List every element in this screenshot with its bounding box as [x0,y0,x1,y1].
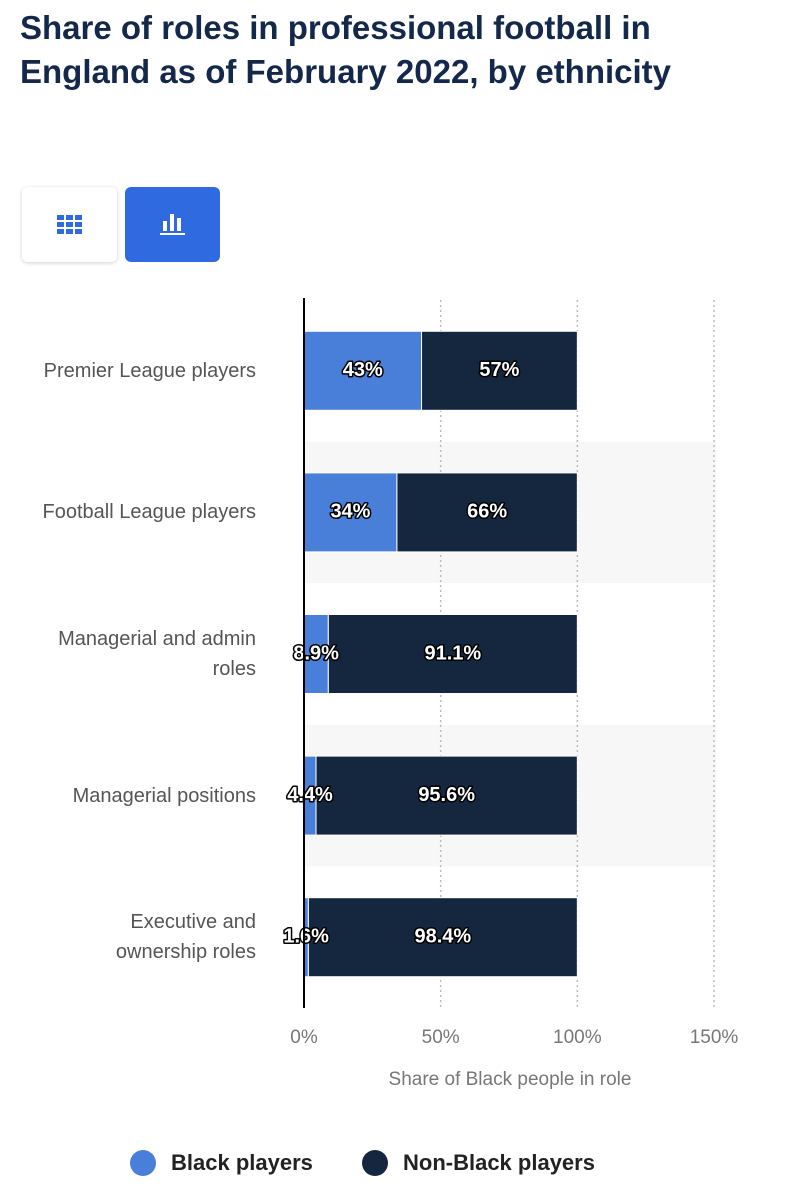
legend-swatch [362,1150,388,1176]
x-tick-label: 0% [290,1027,318,1048]
data-label: 95.6% [418,784,475,806]
bar-segment [315,755,578,836]
x-tick-label: 100% [553,1027,602,1048]
data-label: 4.4% [287,784,333,806]
bar-segment [307,897,578,978]
bar-segment [303,614,329,694]
data-label: 98.4% [414,925,471,947]
data-label: 1.6% [283,925,329,947]
chart-title: Share of roles in professional football … [20,9,672,90]
bar-segment [303,472,398,553]
chart-view-button[interactable] [125,187,220,262]
x-tick-label: 50% [422,1027,460,1048]
legend-label: Non-Black players [403,1150,595,1175]
bar-segment [396,472,578,553]
y-tick-label: Managerial positions [72,784,256,807]
data-label: 57% [479,359,519,381]
legend-swatch [130,1150,156,1176]
y-tick-label: Managerial and admin roles [58,628,256,680]
bar-segment [421,330,578,411]
data-label: 8.9% [293,642,339,664]
y-tick-label: Executive and ownership roles [115,911,256,964]
legend-label: Black players [171,1150,313,1175]
table-icon [57,215,82,234]
y-tick-label: Premier League players [43,359,256,382]
y-tick-label: Football League players [42,501,256,524]
x-tick-label: 150% [690,1027,739,1048]
data-label: 66% [467,501,507,523]
table-view-button[interactable] [22,187,117,262]
x-axis-title: Share of Black people in role [389,1069,632,1090]
data-label: 91.1% [424,642,481,664]
bar-segment [303,330,423,411]
bar-segment [327,614,578,694]
chart-icon [160,214,185,235]
data-label: 43% [343,359,383,381]
data-label: 34% [330,501,370,523]
